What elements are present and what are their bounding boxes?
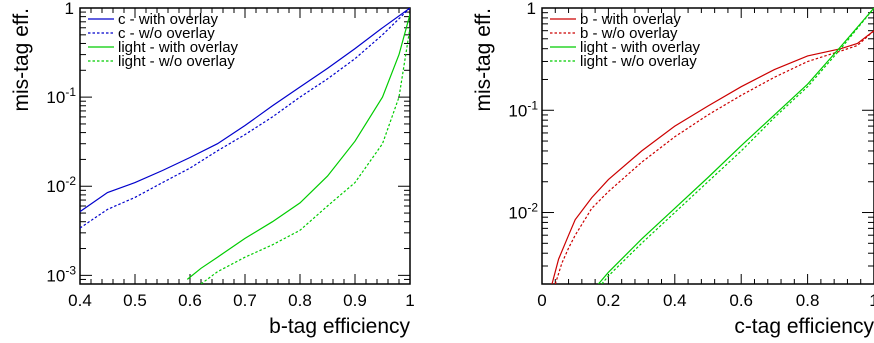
- series-line: [200, 27, 410, 284]
- series-line: [80, 8, 410, 213]
- y-tick-label: 10-2: [46, 174, 76, 196]
- x-tick-label: 0.7: [233, 291, 257, 310]
- legend-label: light - with overlay: [118, 39, 239, 56]
- x-tick-label: 1: [869, 291, 874, 310]
- legend-label: c - w/o overlay: [118, 25, 215, 42]
- y-tick-label: 10-1: [46, 85, 76, 107]
- y-tick-label: 1: [65, 0, 74, 18]
- x-tick-label: 0: [537, 291, 546, 310]
- series-line: [601, 8, 874, 284]
- legend-label: b - w/o overlay: [580, 25, 678, 42]
- series-line: [80, 8, 410, 229]
- x-tick-label: 0.6: [729, 291, 753, 310]
- y-axis-title: mis-tag eff.: [472, 8, 495, 111]
- right-panel: 0 0.2 0.4 0.6 0.8 1 10-2 10-1 1 c-tag efficiency m…: [472, 0, 874, 338]
- y-tick-label: 10-3: [46, 263, 76, 285]
- legend-label: light - w/o overlay: [118, 53, 235, 70]
- x-tick-label: 0.4: [663, 291, 687, 310]
- x-tick-label: 0.4: [68, 291, 92, 310]
- legend-label: light - w/o overlay: [580, 53, 697, 70]
- x-axis-title: c-tag efficiency: [734, 315, 874, 338]
- left-panel: 0.4 0.5 0.6 0.7 0.8 0.9 1 10-3 10-2 10-1 1 b-tag ef…: [10, 0, 415, 338]
- series-line: [597, 8, 874, 284]
- x-tick-label: 0.5: [123, 291, 147, 310]
- legend-label: c - with overlay: [118, 11, 219, 28]
- x-tick-label: 0.8: [796, 291, 820, 310]
- x-tick-label: 0.9: [343, 291, 367, 310]
- plot-frame: [541, 7, 874, 285]
- x-tick-label: 0.8: [288, 291, 312, 310]
- y-tick-label: 10-2: [508, 201, 538, 223]
- y-tick-label: 1: [527, 0, 536, 18]
- series-line: [186, 14, 410, 280]
- legend-label: light - with overlay: [580, 39, 701, 56]
- x-tick-label: 1: [405, 291, 414, 310]
- series-line: [554, 30, 874, 284]
- x-axis-title: b-tag efficiency: [269, 315, 410, 338]
- y-tick-label: 10-1: [508, 98, 538, 120]
- y-axis-title: mis-tag eff.: [10, 8, 33, 111]
- x-tick-label: 0.2: [597, 291, 621, 310]
- legend-label: b - with overlay: [580, 11, 681, 28]
- series-line: [551, 30, 874, 284]
- x-tick-label: 0.6: [178, 291, 202, 310]
